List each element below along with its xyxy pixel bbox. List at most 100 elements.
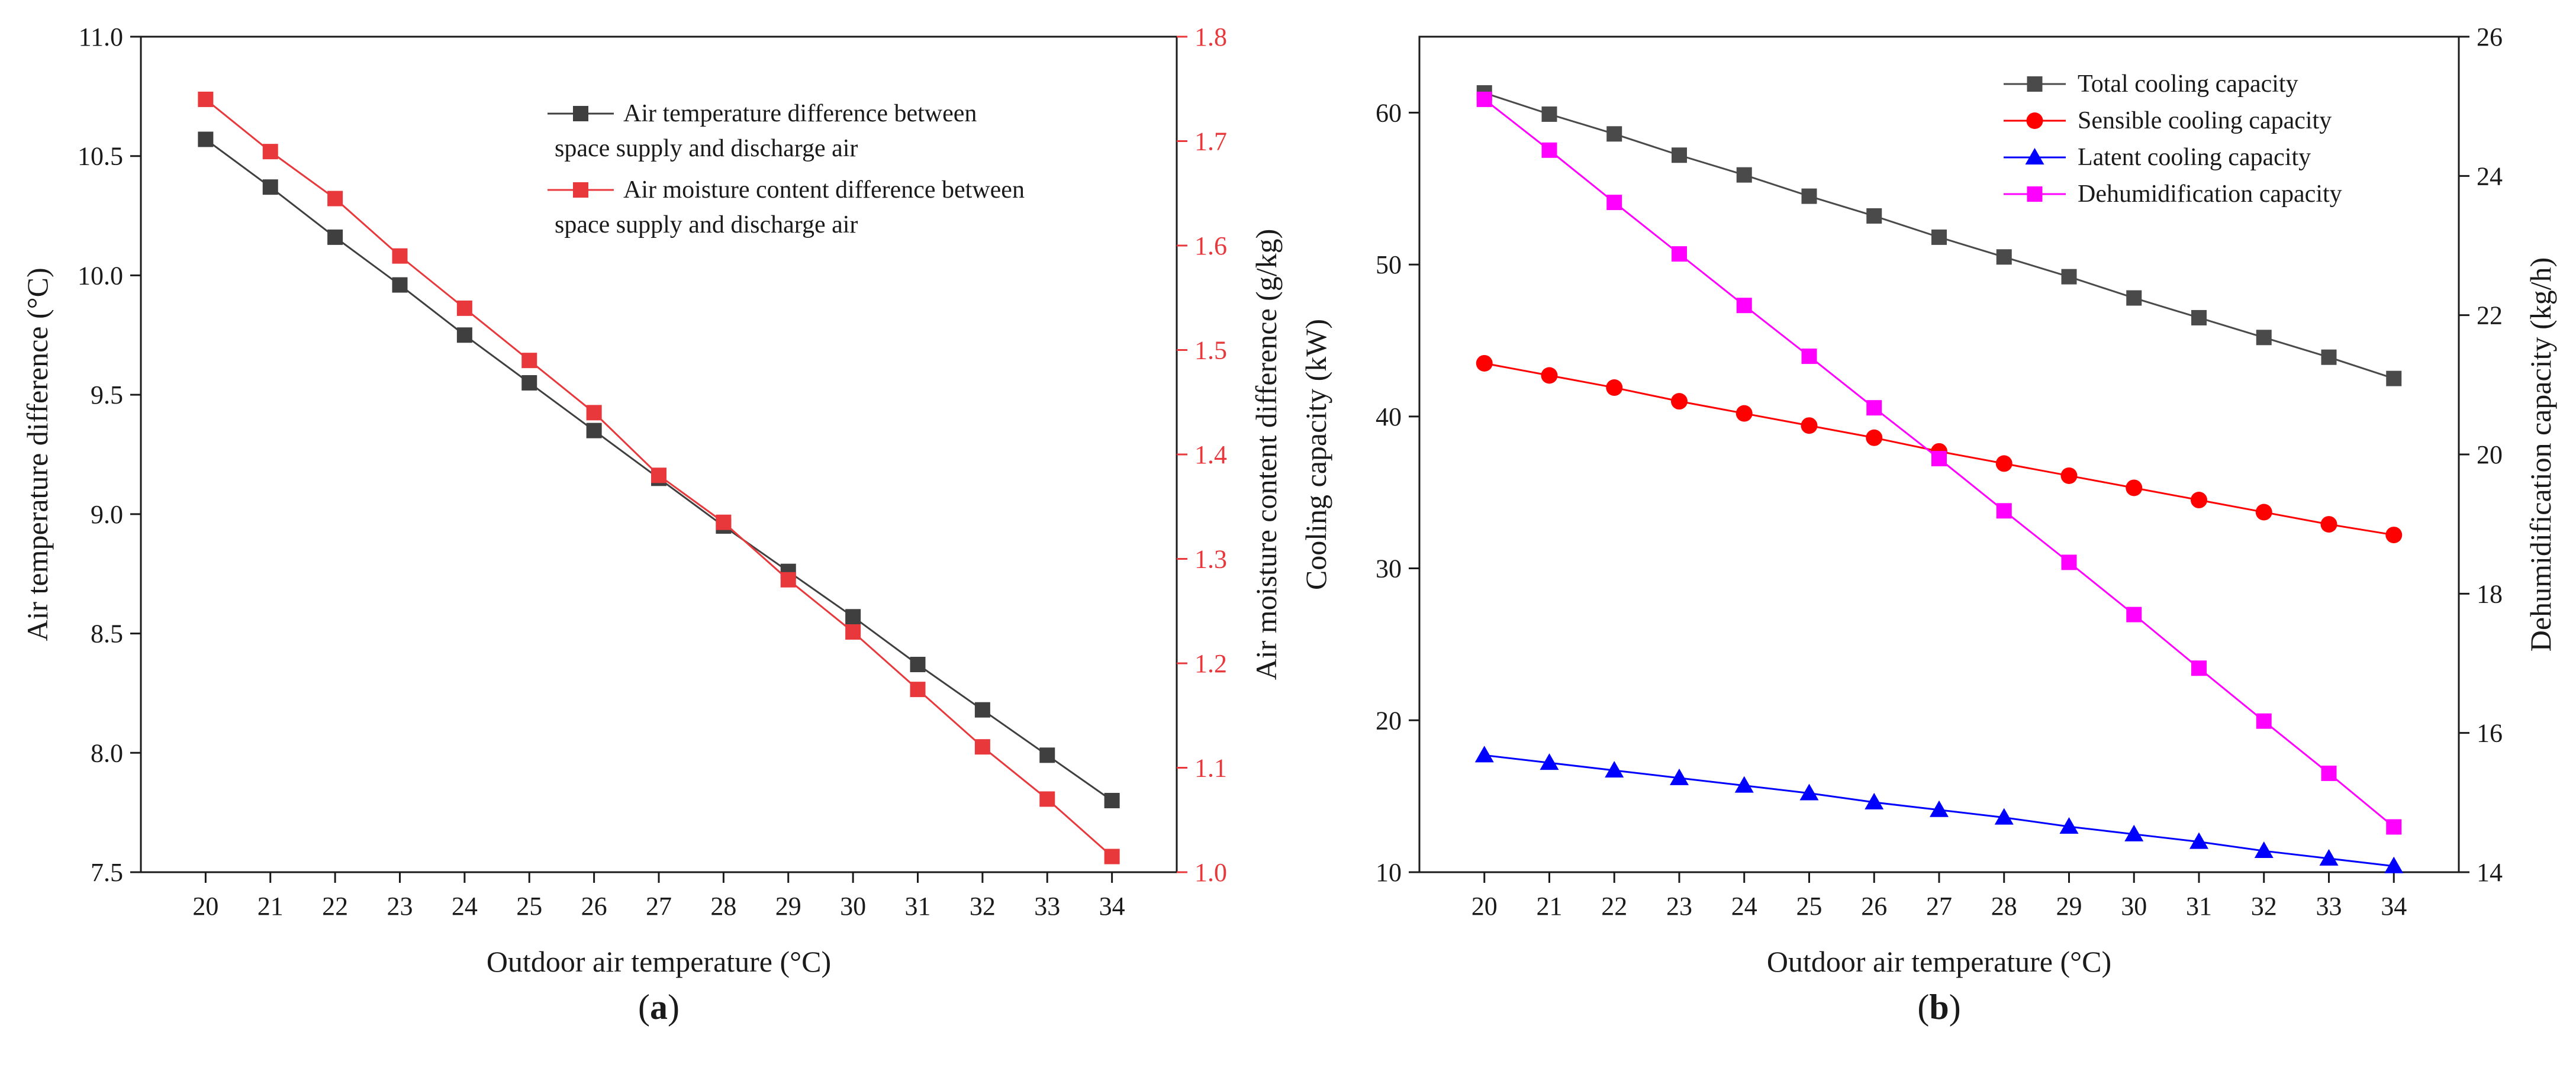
y-tick-label: 60 (1376, 98, 1402, 127)
y2-tick-label: 14 (2477, 858, 2503, 887)
data-point (1801, 188, 1817, 204)
data-point (2189, 832, 2208, 849)
data-point (2191, 309, 2207, 325)
x-tick-label: 25 (1796, 892, 1822, 921)
data-point (262, 179, 278, 195)
data-point (1672, 147, 1687, 163)
data-point (2386, 370, 2402, 386)
x-tick-label: 23 (387, 892, 413, 921)
y2-tick-label: 20 (2477, 440, 2503, 469)
data-point (910, 682, 926, 698)
y2-tick-label: 18 (2477, 579, 2503, 608)
panel-label: (b) (1917, 988, 1960, 1027)
x-tick-label: 29 (2056, 892, 2082, 921)
data-point (456, 300, 472, 316)
legend-entry: space supply and discharge air (555, 135, 858, 162)
data-point (2256, 713, 2272, 729)
data-point (2254, 841, 2274, 859)
data-point (1541, 106, 1557, 122)
data-point (1606, 195, 1622, 211)
data-point (1039, 791, 1055, 807)
x-tick-label: 22 (1601, 892, 1627, 921)
x-tick-label: 31 (2186, 892, 2212, 921)
x-tick-label: 34 (2381, 892, 2407, 921)
panel-label-close: ) (1949, 988, 1961, 1027)
data-point (2321, 765, 2337, 781)
data-point (2126, 290, 2142, 306)
y-tick-label: 10 (1376, 858, 1402, 887)
x-tick-label: 33 (1034, 892, 1060, 921)
x-axis-title: Outdoor air temperature (°C) (1767, 945, 2111, 978)
data-point (1541, 142, 1557, 158)
data-point (1104, 849, 1120, 864)
x-tick-label: 22 (322, 892, 348, 921)
x-tick-label: 30 (2121, 892, 2147, 921)
legend-entry: Air temperature difference between (623, 100, 977, 127)
x-tick-label: 27 (646, 892, 672, 921)
data-point (1540, 753, 1559, 770)
x-tick-label: 21 (1537, 892, 1563, 921)
data-point (521, 353, 537, 369)
data-point (1931, 451, 1947, 467)
x-tick-label: 28 (710, 892, 736, 921)
data-point (1606, 379, 1623, 396)
y2-tick-label: 24 (2477, 162, 2503, 191)
data-point (2060, 467, 2078, 484)
data-point (1670, 768, 1689, 785)
y2-tick-label: 1.8 (1194, 22, 1227, 51)
data-point (2256, 330, 2272, 346)
data-point (2320, 516, 2337, 533)
data-point (1735, 405, 1753, 422)
data-point (586, 405, 602, 421)
data-point (910, 657, 926, 673)
y-tick-label: 11.0 (79, 22, 123, 51)
legend-marker (2025, 148, 2044, 164)
y-tick-label: 10.0 (78, 261, 123, 290)
panel-label-close: ) (668, 988, 680, 1027)
y-tick-label: 40 (1376, 402, 1402, 431)
y-tick-label: 9.5 (91, 380, 123, 409)
y-axis-title: Air temperature difference (°C) (21, 267, 54, 641)
data-point (2059, 817, 2079, 834)
legend-entry: space supply and discharge air (555, 211, 858, 238)
data-point (586, 422, 602, 438)
y2-tick-label: 26 (2477, 22, 2503, 51)
y-tick-label: 30 (1376, 554, 1402, 583)
x-tick-label: 26 (1861, 892, 1887, 921)
y2-tick-label: 1.3 (1194, 545, 1227, 574)
legend-marker (573, 182, 588, 198)
data-point (2321, 349, 2337, 365)
legend-entry: Latent cooling capacity (2078, 144, 2311, 171)
data-point (1672, 246, 1687, 262)
data-point (1931, 229, 1947, 245)
data-point (780, 572, 796, 588)
y2-tick-label: 1.1 (1194, 754, 1227, 783)
data-point (845, 624, 861, 640)
data-point (456, 327, 472, 343)
y-tick-label: 9.0 (91, 500, 123, 529)
chart-panel-b: 20 21 22 23 24 25 26 27 28 29 30 31 32 33 34 10 20 30 40 50… (1299, 22, 2557, 1027)
x-tick-label: 29 (775, 892, 801, 921)
data-point (1476, 354, 1493, 372)
data-point (392, 248, 408, 264)
data-point (1474, 746, 1494, 763)
data-point (198, 131, 214, 147)
y2-tick-label: 1.0 (1194, 858, 1227, 887)
data-point (1996, 503, 2012, 519)
data-point (1994, 808, 2014, 825)
legend-marker (2027, 186, 2043, 202)
legend-entry: Dehumidification capacity (2078, 180, 2342, 208)
panel-label-open: ( (1917, 988, 1929, 1027)
x-tick-label: 34 (1099, 892, 1125, 921)
y-axis-title: Cooling capacity (kW) (1299, 319, 1332, 590)
data-point (1865, 792, 1884, 809)
y2-tick-label: 1.5 (1194, 336, 1227, 365)
x-tick-label: 32 (2251, 892, 2277, 921)
legend-marker (2026, 112, 2043, 129)
data-point (2124, 824, 2144, 841)
data-point (1996, 249, 2012, 265)
data-point (198, 91, 214, 107)
panel-label-letter: b (1929, 988, 1949, 1027)
data-point (974, 739, 990, 755)
